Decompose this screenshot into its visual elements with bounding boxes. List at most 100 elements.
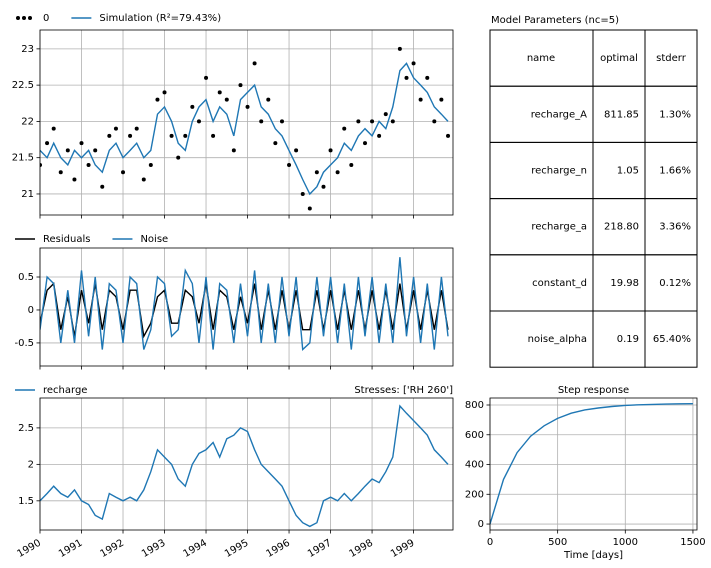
observation	[176, 155, 181, 160]
observation	[300, 191, 305, 196]
table-text: 811.85	[604, 109, 639, 120]
x-tick-label: 1993	[140, 538, 168, 560]
x-tick-label: 1990	[15, 538, 43, 560]
observation	[155, 97, 160, 102]
observation	[51, 126, 56, 131]
observation	[245, 104, 250, 109]
table-text: recharge_A	[531, 109, 587, 120]
table-text: recharge_a	[531, 222, 587, 233]
observation	[411, 61, 416, 66]
observation	[162, 90, 167, 95]
observation	[439, 97, 444, 102]
observation	[321, 184, 326, 189]
observation	[287, 162, 292, 167]
observation	[58, 170, 63, 175]
y-tick-label: 0.5	[18, 272, 34, 283]
legend-label: Noise	[140, 234, 168, 245]
axes-frame	[39, 247, 454, 367]
observation	[121, 170, 126, 175]
observation	[169, 133, 174, 138]
x-tick-label: 1991	[57, 538, 85, 560]
observation	[65, 148, 70, 153]
table-text: 0.12%	[659, 278, 691, 289]
x-tick-label: 1500	[680, 537, 705, 548]
legend-marker	[16, 16, 20, 20]
table-text: constant_d	[532, 278, 587, 289]
observation	[231, 148, 236, 153]
observation	[356, 119, 361, 124]
series-line	[490, 403, 693, 525]
observation	[107, 133, 112, 138]
axes-frame	[489, 397, 698, 531]
table-text: 1.05	[617, 166, 639, 177]
table-cell	[644, 310, 698, 368]
x-tick-label: 1996	[265, 538, 293, 560]
observation	[217, 90, 222, 95]
observation	[446, 133, 451, 138]
observation	[196, 119, 201, 124]
y-tick-label: 2.5	[18, 423, 34, 434]
y-tick-label: 0	[478, 519, 484, 530]
table-text: 19.98	[610, 278, 639, 289]
plot-area	[40, 46, 451, 211]
observation	[383, 112, 388, 117]
y-tick-label: 2	[28, 459, 34, 470]
observation	[349, 162, 354, 167]
y-tick-label: 22.5	[12, 80, 34, 91]
observation	[432, 119, 437, 124]
table-text: 0.19	[617, 334, 639, 345]
table-text: 1.66%	[659, 166, 691, 177]
observation	[190, 104, 195, 109]
observation	[259, 119, 264, 124]
observation	[141, 177, 146, 182]
observation	[93, 148, 98, 153]
y-tick-label: 21	[21, 189, 34, 200]
legend-marker	[22, 16, 26, 20]
observation	[397, 46, 402, 51]
chart-title: Stresses: ['RH 260']	[354, 385, 453, 396]
legend-label: recharge	[43, 385, 87, 396]
legend-label: Residuals	[43, 234, 90, 245]
observation	[148, 162, 153, 167]
plot-area	[490, 403, 693, 525]
y-tick-label: 200	[465, 489, 484, 500]
observation	[224, 97, 229, 102]
observation	[377, 133, 382, 138]
observation	[86, 162, 91, 167]
table-text: optimal	[600, 53, 638, 64]
table-title: Model Parameters (nc=5)	[491, 15, 619, 26]
x-tick-label: 0	[487, 537, 493, 548]
series-line	[40, 62, 449, 196]
table-text: noise_alpha	[528, 334, 587, 345]
plot-area	[40, 404, 449, 528]
table-text: 218.80	[604, 222, 639, 233]
observation	[273, 141, 278, 146]
y-tick-label: -0.5	[14, 338, 34, 349]
observation	[294, 148, 299, 153]
observation	[128, 133, 133, 138]
observation	[238, 83, 243, 88]
observation	[79, 141, 84, 146]
axes-frame	[39, 29, 454, 216]
observation	[279, 119, 284, 124]
series-line	[40, 404, 449, 528]
x-tick-label: 1994	[181, 538, 209, 560]
observation	[307, 206, 312, 211]
observation	[425, 75, 430, 80]
observation	[418, 97, 423, 102]
observation	[134, 126, 139, 131]
legend-label: 0	[43, 13, 49, 24]
plot-area	[40, 257, 449, 351]
x-tick-label: 500	[548, 537, 567, 548]
legend-marker	[28, 16, 32, 20]
x-axis-label: Time [days]	[563, 550, 623, 561]
x-tick-label: 1992	[98, 538, 126, 560]
y-tick-label: 600	[465, 430, 484, 441]
observation	[45, 141, 50, 146]
table-text: 65.40%	[653, 334, 691, 345]
series-line	[40, 257, 449, 351]
legend-label: Simulation (R²=79.43%)	[99, 13, 221, 24]
observation	[266, 97, 271, 102]
y-tick-label: 800	[465, 400, 484, 411]
